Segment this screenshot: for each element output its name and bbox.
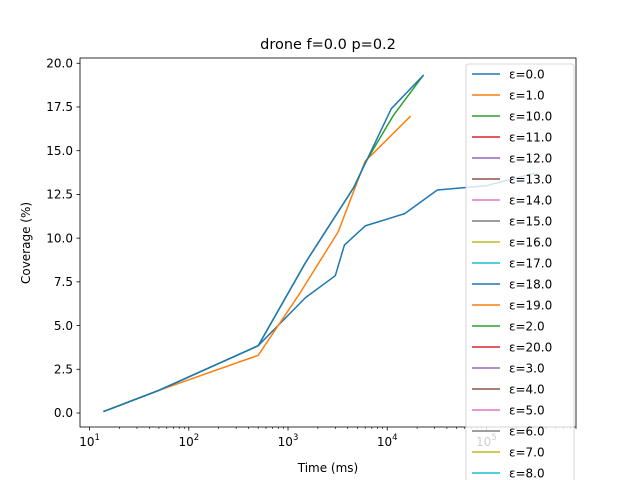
y-tick-label: 5.0 bbox=[54, 319, 73, 333]
x-tick-label: 101 bbox=[79, 433, 100, 449]
legend-box bbox=[465, 63, 575, 480]
legend: ε=0.0 ε=1.0 ε=10.0 ε=11.0 ε=12.0 ε=13.0 ε=14.0… bbox=[465, 63, 575, 480]
y-tick-label: 7.5 bbox=[54, 275, 73, 289]
series-line-2 bbox=[103, 74, 425, 413]
legend-label-10: ε=18.0 bbox=[509, 277, 552, 291]
legend-label-3: ε=11.0 bbox=[509, 130, 552, 144]
legend-label-7: ε=15.0 bbox=[509, 214, 552, 228]
legend-label-17: ε=6.0 bbox=[509, 424, 545, 438]
x-axis-label: Time (ms) bbox=[297, 461, 359, 475]
x-tick-label: 104 bbox=[377, 433, 398, 449]
x-tick-label: 102 bbox=[178, 433, 199, 449]
plot-area bbox=[103, 74, 535, 413]
axes: 0.0 2.5 5.0 7.5 10.0 12.5 15.0 17.5 20.0 101 102 10… bbox=[46, 56, 577, 449]
legend-label-9: ε=17.0 bbox=[509, 256, 552, 270]
legend-label-5: ε=13.0 bbox=[509, 172, 552, 186]
legend-label-13: ε=20.0 bbox=[509, 340, 552, 354]
plot-frame bbox=[79, 57, 577, 428]
legend-label-16: ε=5.0 bbox=[509, 403, 545, 417]
series-line-10 bbox=[103, 74, 425, 413]
legend-label-18: ε=7.0 bbox=[509, 445, 545, 459]
y-tick-label: 12.5 bbox=[46, 188, 73, 202]
legend-label-15: ε=4.0 bbox=[509, 382, 545, 396]
legend-label-11: ε=19.0 bbox=[509, 298, 552, 312]
legend-label-8: ε=16.0 bbox=[509, 235, 552, 249]
y-tick-label: 20.0 bbox=[46, 56, 73, 70]
y-tick-label: 10.0 bbox=[46, 231, 73, 245]
y-tick-label: 2.5 bbox=[54, 362, 73, 376]
legend-label-0: ε=0.0 bbox=[509, 67, 545, 81]
legend-label-4: ε=12.0 bbox=[509, 151, 552, 165]
legend-label-12: ε=2.0 bbox=[509, 319, 545, 333]
y-tick-label: 15.0 bbox=[46, 144, 73, 158]
y-axis-label: Coverage (%) bbox=[19, 202, 33, 284]
legend-label-14: ε=3.0 bbox=[509, 361, 545, 375]
legend-label-19: ε=8.0 bbox=[509, 466, 545, 480]
y-tick-label: 17.5 bbox=[46, 100, 73, 114]
x-tick-label: 103 bbox=[278, 433, 299, 449]
legend-label-2: ε=10.0 bbox=[509, 109, 552, 123]
legend-label-6: ε=14.0 bbox=[509, 193, 552, 207]
legend-label-1: ε=1.0 bbox=[509, 88, 545, 102]
y-tick-label: 0.0 bbox=[54, 406, 73, 420]
chart-title: drone f=0.0 p=0.2 bbox=[260, 37, 396, 53]
series-line-1 bbox=[103, 115, 412, 413]
